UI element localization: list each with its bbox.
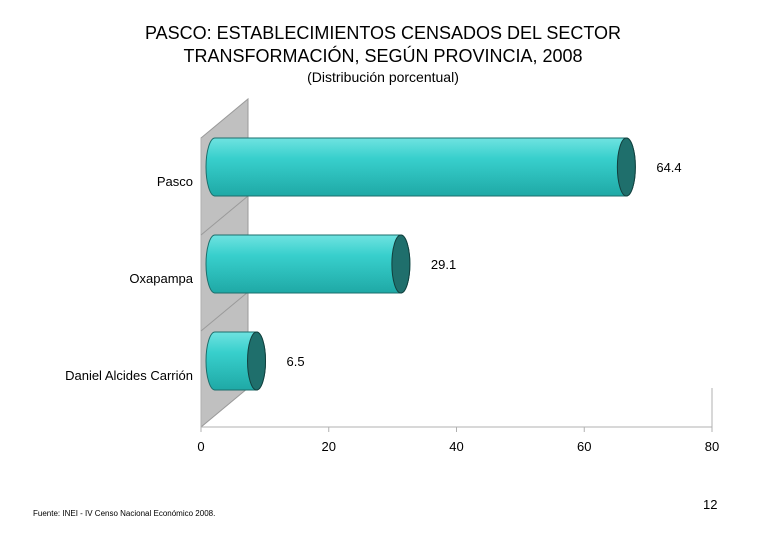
x-tick-label: 40 bbox=[449, 439, 463, 454]
bar-0 bbox=[205, 137, 636, 197]
chart-subtitle: (Distribución porcentual) bbox=[307, 69, 459, 85]
category-label: Daniel Alcides Carrión bbox=[65, 368, 193, 383]
chart-title-line-2: TRANSFORMACIÓN, SEGÚN PROVINCIA, 2008 bbox=[183, 46, 583, 66]
bar-end-cap bbox=[391, 234, 411, 294]
x-tick-label: 20 bbox=[322, 439, 336, 454]
bar-body bbox=[205, 234, 411, 294]
x-tick-label: 0 bbox=[197, 439, 204, 454]
data-label: 6.5 bbox=[287, 354, 305, 369]
data-label: 29.1 bbox=[431, 257, 456, 272]
bar-end-cap bbox=[616, 137, 636, 197]
bar-1 bbox=[205, 234, 411, 294]
category-label: Oxapampa bbox=[129, 271, 193, 286]
bar-body bbox=[205, 137, 636, 197]
category-separator bbox=[200, 195, 249, 236]
page-number: 12 bbox=[703, 497, 718, 512]
category-label: Pasco bbox=[157, 174, 193, 189]
chart-title-line-1: PASCO: ESTABLECIMIENTOS CENSADOS DEL SEC… bbox=[144, 23, 622, 43]
bar-2 bbox=[205, 331, 267, 391]
category-separator bbox=[200, 291, 249, 332]
source-note: Fuente: INEI - IV Censo Nacional Económi… bbox=[33, 509, 216, 518]
x-tick-label: 60 bbox=[577, 439, 591, 454]
bar-end-cap bbox=[247, 331, 267, 391]
x-tick-label: 80 bbox=[705, 439, 719, 454]
data-label: 64.4 bbox=[656, 160, 681, 175]
